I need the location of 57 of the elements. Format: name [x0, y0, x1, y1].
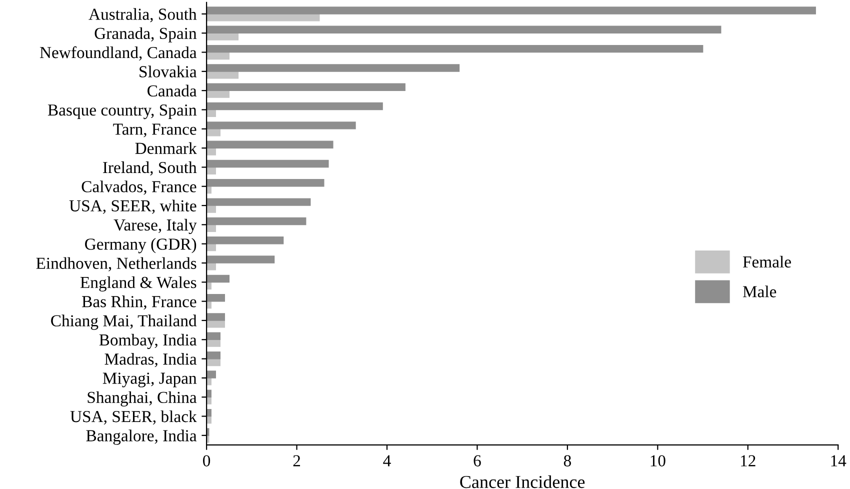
- y-tick-label: Tarn, France: [113, 124, 196, 138]
- y-tick-label: Denmark: [135, 142, 197, 154]
- y-tick-label: Calvados, France: [82, 180, 196, 195]
- bar: [206, 198, 311, 206]
- x-tick-label: 14: [831, 455, 846, 466]
- bar: [206, 140, 334, 148]
- bar: [206, 370, 216, 378]
- bar: [206, 6, 816, 14]
- bar: [206, 313, 226, 321]
- y-tick-label: Bas Rhin, France: [82, 296, 196, 310]
- x-axis-title: Cancer Incidence: [460, 475, 585, 488]
- y-tick-label: Australia, South: [88, 8, 197, 22]
- bar: [206, 122, 356, 130]
- bar: [206, 408, 212, 417]
- bar: [206, 294, 226, 302]
- legend-label: Female: [742, 256, 791, 268]
- bar: [206, 351, 221, 360]
- y-tick-label: USA, SEER, black: [70, 410, 197, 425]
- bar: [206, 160, 329, 168]
- x-tick-label: 0: [203, 455, 210, 466]
- bar: [206, 83, 406, 91]
- x-tick-label: 6: [474, 455, 481, 466]
- y-tick-label: Miyagi, Japan: [102, 372, 197, 388]
- bar: [206, 332, 221, 340]
- bar: [206, 256, 275, 264]
- y-tick-label: Germany (GDR): [85, 238, 196, 254]
- x-tick-label: 10: [650, 455, 666, 466]
- y-tick-label: Bangalore, India: [86, 430, 197, 445]
- y-tick-label: Basque country, Spain: [48, 104, 197, 120]
- y-tick-label: Newfoundland, Canada: [40, 46, 197, 61]
- y-tick-label: Canada: [148, 84, 197, 97]
- x-tick-label: 8: [564, 455, 571, 466]
- bar: [206, 44, 704, 53]
- y-tick-label: Ireland, South: [103, 161, 197, 176]
- x-tick-label: 4: [383, 455, 391, 466]
- bar: [206, 14, 320, 22]
- y-tick-label: Shanghai, China: [88, 391, 197, 406]
- y-tick-label: Granada, Spain: [94, 27, 197, 42]
- y-tick-label: Slovakia: [140, 66, 197, 78]
- y-tick-label: England & Wales: [80, 276, 196, 292]
- y-tick-label: Varese, Italy: [114, 218, 197, 234]
- x-tick-label: 12: [741, 455, 756, 466]
- bar: [206, 26, 722, 34]
- bar: [206, 64, 460, 72]
- bar: [206, 274, 230, 283]
- legend-label: Male: [742, 286, 776, 298]
- bar: [206, 102, 383, 110]
- y-tick-label: Bombay, India: [99, 334, 197, 349]
- bar: [206, 390, 212, 398]
- y-tick-label: Madras, India: [104, 352, 197, 368]
- y-tick-label: Chiang Mai, Thailand: [51, 314, 197, 330]
- bar: [206, 179, 324, 187]
- y-tick-label: Eindhoven, Netherlands: [36, 257, 196, 272]
- bar: [206, 217, 306, 226]
- bar: [206, 236, 284, 244]
- x-tick-label: 2: [293, 455, 300, 466]
- y-tick-label: USA, SEER, white: [69, 200, 196, 214]
